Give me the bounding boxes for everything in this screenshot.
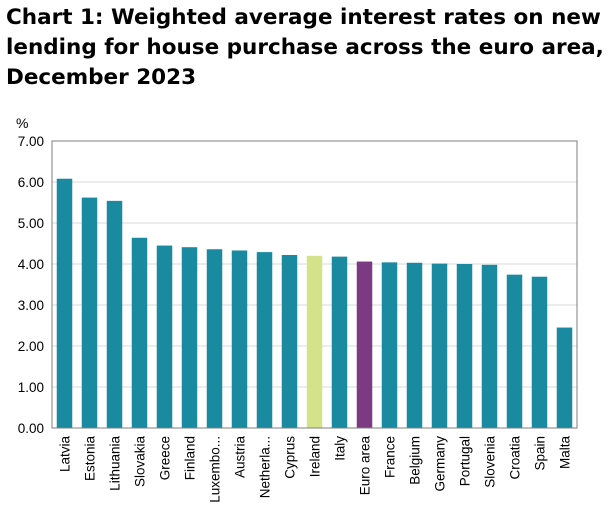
bar <box>381 262 398 428</box>
x-tick-label: Malta <box>558 436 573 470</box>
bar <box>231 250 248 428</box>
bar <box>181 247 198 428</box>
y-tick-label: 5.00 <box>18 216 44 231</box>
y-tick-label: 3.00 <box>18 298 44 313</box>
x-tick-label: Spain <box>533 436 548 471</box>
x-tick-label: Latvia <box>58 436 73 473</box>
y-tick-label: 1.00 <box>18 380 44 395</box>
bar <box>306 255 323 428</box>
bar <box>156 245 173 428</box>
bar <box>506 274 523 428</box>
bar <box>106 200 123 428</box>
x-tick-label: Euro area <box>358 436 373 496</box>
x-tick-label: Slovenia <box>483 436 498 488</box>
bar <box>281 254 298 428</box>
x-tick-label: Estonia <box>83 436 98 482</box>
chart-title: Chart 1: Weighted average interest rates… <box>6 5 604 90</box>
x-tick-label: Finland <box>183 436 198 480</box>
x-tick-labels: Latvia Estonia Lithuania Slovakia Greece Finl… <box>58 436 573 503</box>
bars <box>56 178 573 428</box>
x-tick-label: Germany <box>433 436 448 492</box>
x-tick-label: Portugal <box>458 436 473 486</box>
bar <box>81 197 98 428</box>
y-tick-label: 6.00 <box>18 175 44 190</box>
x-tick-label: Austria <box>233 436 248 479</box>
y-tick-label: 4.00 <box>18 257 44 272</box>
x-tick-label: Luxembo... <box>208 436 223 503</box>
y-axis-unit-label: % <box>16 115 28 131</box>
bar <box>481 264 498 428</box>
bar <box>356 261 373 428</box>
bar <box>206 249 223 428</box>
bar <box>406 262 423 428</box>
y-tick-labels: 0.00 1.00 2.00 3.00 4.00 5.00 6.00 7.00 <box>18 134 44 436</box>
bar <box>256 252 273 428</box>
x-tick-label: Italy <box>333 436 348 461</box>
y-tick-label: 0.00 <box>18 421 44 436</box>
x-tick-label: Netherla... <box>258 436 273 498</box>
bar <box>331 256 348 428</box>
bar <box>456 264 473 428</box>
bar <box>56 178 73 428</box>
x-tick-label: Lithuania <box>108 436 123 491</box>
y-tick-label: 7.00 <box>18 134 44 149</box>
bar <box>431 263 448 428</box>
x-tick-label: Croatia <box>508 436 523 480</box>
bar <box>531 276 548 428</box>
plot-frame <box>51 140 578 429</box>
bar <box>556 327 573 428</box>
x-tick-label: Ireland <box>308 436 323 477</box>
x-tick-label: France <box>383 436 398 478</box>
x-tick-label: Cyprus <box>283 436 298 479</box>
x-tick-label: Greece <box>158 436 173 480</box>
bar <box>131 237 148 428</box>
y-tick-label: 2.00 <box>18 339 44 354</box>
x-tick-label: Slovakia <box>133 436 148 488</box>
x-tick-label: Belgium <box>408 436 423 485</box>
